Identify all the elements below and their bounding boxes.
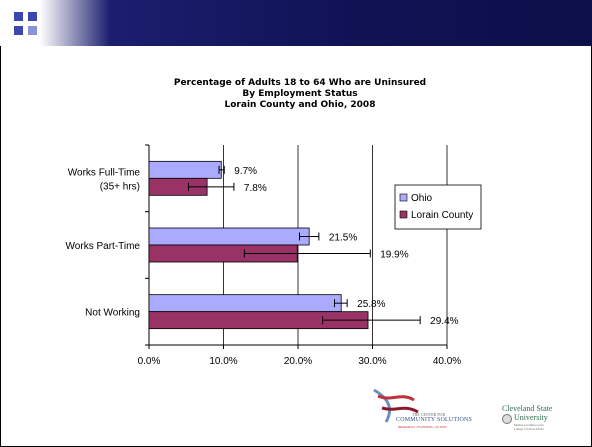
data-label-ohio: 21.5% — [329, 233, 357, 244]
csu-line-1: Cleveland State — [502, 404, 552, 413]
ccs-line-3: RESEARCH • PLANNING • ACTION — [398, 425, 447, 429]
category-label: Works Part-Time — [66, 241, 141, 252]
bar-ohio — [149, 228, 309, 245]
legend-swatch-lorain — [400, 211, 407, 218]
csu-line-2: University — [514, 413, 548, 422]
ccs-line-2: COMMUNITY SOLUTIONS — [396, 417, 472, 423]
data-label-ohio: 25.8% — [357, 299, 385, 310]
bar-ohio — [149, 161, 221, 178]
csu-logo: Cleveland State University Maxine Goodma… — [498, 404, 564, 436]
data-label-lorain: 29.4% — [430, 316, 458, 327]
legend-box — [395, 185, 481, 229]
x-tick-label: 40.0% — [433, 356, 461, 367]
data-label-lorain: 19.9% — [380, 250, 408, 261]
data-label-ohio: 9.7% — [234, 166, 257, 177]
data-label-lorain: 7.8% — [244, 183, 267, 194]
category-label: (35+ hrs) — [100, 181, 140, 192]
csu-seal-icon — [502, 414, 512, 424]
x-tick-label: 30.0% — [358, 356, 386, 367]
x-tick-label: 20.0% — [284, 356, 312, 367]
bar-ohio — [149, 295, 341, 312]
legend-label-lorain: Lorain County — [411, 210, 473, 221]
legend-swatch-ohio — [400, 194, 407, 201]
x-tick-label: 0.0% — [138, 356, 161, 367]
csu-line-4: College of Urban Affairs — [514, 427, 544, 431]
category-label: Not Working — [85, 308, 140, 319]
legend-label-ohio: Ohio — [411, 193, 433, 204]
category-label: Works Full-Time — [68, 167, 141, 178]
community-solutions-logo: THE CENTER FOR COMMUNITY SOLUTIONS RESEA… — [368, 382, 484, 432]
x-tick-label: 10.0% — [209, 356, 237, 367]
